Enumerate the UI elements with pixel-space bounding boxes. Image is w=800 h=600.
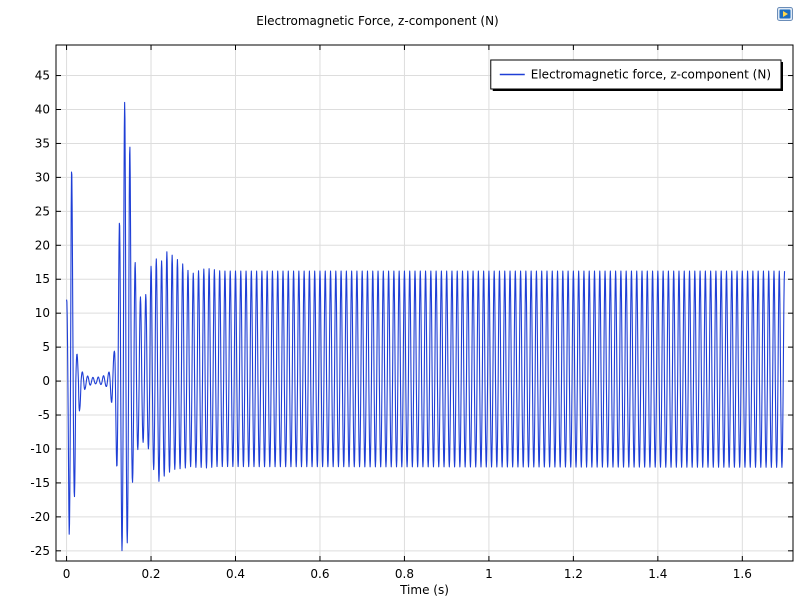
x-axis-label: Time (s) [399,583,449,597]
y-tick-label: 0 [42,374,50,388]
x-tick-label: 1.6 [733,567,752,581]
plot-area [55,44,794,562]
y-tick-label: 30 [35,170,50,184]
x-tick-label: 0.6 [310,567,329,581]
y-tick-label: 15 [35,272,50,286]
axes: 0 0.2 0.4 0.6 0.8 1 1.2 1.4 1.6 -25 -20 -15 -10 -5 0 5 1… [30,45,793,581]
x-tick-label: 1 [485,567,493,581]
series-group [66,101,786,552]
y-tick-label: 40 [35,103,50,117]
y-tick-label: 10 [35,306,50,320]
y-tick-label: 35 [35,136,50,150]
y-tick-label: 25 [35,204,50,218]
x-tick-label: 0.8 [395,567,414,581]
series-line [66,101,786,552]
y-tick-label: 5 [42,340,50,354]
y-tick-label: -5 [38,408,50,422]
x-tick-label: 1.2 [564,567,583,581]
x-tick-label: 0 [63,567,71,581]
y-tick-label: -25 [30,544,50,558]
chart-title: Electromagnetic Force, z-component (N) [256,14,499,28]
y-tick-label: 20 [35,238,50,252]
y-tick-label: -20 [30,510,50,524]
legend: Electromagnetic force, z-component (N) [490,59,783,91]
y-tick-label: -15 [30,476,50,490]
x-tick-label: 0.4 [226,567,245,581]
legend-label: Electromagnetic force, z-component (N) [531,68,771,82]
y-tick-label: 45 [35,69,50,83]
comsol-plot-icon[interactable] [777,7,793,21]
x-tick-label: 0.2 [141,567,160,581]
y-tick-label: -10 [30,442,50,456]
x-tick-label: 1.4 [648,567,667,581]
